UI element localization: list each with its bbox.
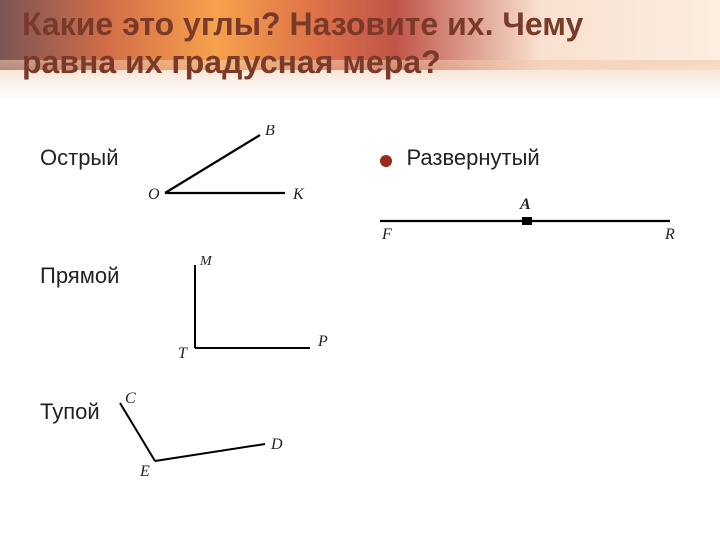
angle-acute-label: Острый [40,145,119,170]
angle-straight-label: Развернутый [406,145,539,170]
angle-acute-figure: O B K [125,125,325,225]
pt-K: K [292,186,305,203]
angle-straight-block: Развернутый A F R [380,145,700,261]
angle-straight-figure: A F R [370,181,690,261]
pt-P: P [317,333,328,350]
angle-obtuse-ray-EC [120,403,155,461]
slide: Какие это углы? Назовите их. Чему равна … [0,0,720,540]
pt-O: O [148,186,160,203]
angle-obtuse-label: Тупой [40,399,100,424]
bullet-icon [380,155,392,167]
angle-obtuse-ray-ED [155,444,265,461]
pt-D: D [270,436,283,453]
pt-C: C [125,391,136,407]
right-column: Развернутый A F R [380,145,700,271]
angle-right-label: Прямой [40,263,119,288]
angle-right-block: Прямой M P T [40,263,350,289]
pt-A: A [519,196,531,213]
vertex-A-marker [522,217,532,225]
left-column: Острый O B K Прямой M P T Тупой [40,145,350,435]
slide-title: Какие это углы? Назовите их. Чему равна … [22,6,680,82]
angle-obtuse-figure: C D E [95,391,305,481]
pt-B: B [265,125,275,139]
pt-F: F [381,226,392,243]
angle-obtuse-block: Тупой C D E [40,399,350,425]
pt-R: R [664,226,675,243]
angle-acute-block: Острый O B K [40,145,350,171]
pt-M: M [199,254,213,269]
angle-right-figure: M P T [150,253,350,363]
angle-acute-ray-OB [165,135,260,193]
pt-T: T [178,345,188,362]
pt-E: E [139,463,150,480]
